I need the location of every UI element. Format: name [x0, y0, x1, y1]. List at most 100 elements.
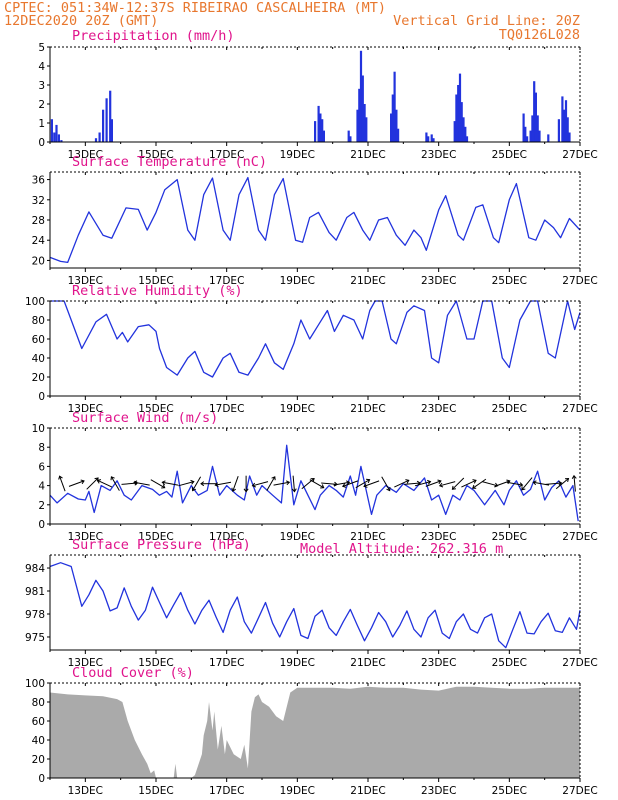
wind-arrow: [355, 478, 371, 489]
precip-bar: [317, 105, 320, 142]
y-tick-label: 100: [25, 678, 45, 690]
x-tick-label: 23DEC: [421, 531, 456, 543]
precip-bar: [566, 117, 569, 142]
x-tick-label: 23DEC: [421, 275, 456, 287]
y-tick-label: 4: [38, 61, 45, 73]
precip-bar: [462, 117, 465, 142]
wind-arrow: [394, 479, 410, 488]
x-tick-label: 25DEC: [492, 785, 527, 797]
x-tick-label: 23DEC: [421, 403, 456, 415]
y-tick-label: 984: [25, 563, 45, 575]
wind-arrow: [461, 479, 477, 488]
x-tick-label: 19DEC: [280, 657, 315, 669]
x-tick-label: 21DEC: [350, 657, 385, 669]
y-tick-label: 3: [38, 80, 45, 92]
x-tick-label: 21DEC: [350, 403, 385, 415]
y-tick-label: 981: [25, 586, 45, 598]
y-tick-label: 978: [25, 609, 45, 621]
y-tick-label: 6: [38, 461, 45, 473]
precip-bar: [564, 100, 568, 142]
series-line: [50, 300, 581, 378]
x-tick-label: 15DEC: [138, 531, 173, 543]
x-tick-label: 19DEC: [280, 149, 315, 161]
x-tick-label: 15DEC: [138, 657, 173, 669]
y-tick-label: 80: [32, 315, 45, 327]
panel-4: Surface Wind (m/s) 0 2 4 6 8 10 13DEC 15DEC 17DEC…: [32, 410, 598, 543]
x-tick-label: 21DEC: [350, 275, 385, 287]
y-tick-label: 40: [32, 735, 45, 747]
x-tick-label: 25DEC: [492, 657, 527, 669]
precip-bar: [358, 88, 361, 142]
x-tick-label: 21DEC: [350, 785, 385, 797]
precip-bar: [349, 136, 352, 142]
wind-arrow: [363, 480, 380, 488]
y-tick-label: 1: [38, 118, 45, 130]
precip-bar: [557, 119, 560, 142]
grid-note: Vertical Grid Line: 20Z: [393, 13, 580, 29]
x-tick-label: 17DEC: [209, 275, 244, 287]
wind-arrow: [110, 476, 120, 491]
y-tick-label: 100: [25, 296, 45, 308]
wind-arrow: [555, 477, 570, 490]
precip-bar: [561, 96, 564, 142]
precip-bar: [568, 132, 571, 142]
x-tick-label: 15DEC: [138, 785, 173, 797]
panel-title: Cloud Cover (%): [72, 665, 194, 681]
precip-bar: [55, 124, 58, 142]
precip-bar: [547, 134, 550, 142]
wind-arrow: [133, 480, 150, 486]
precip-bar: [465, 136, 469, 142]
precip-bar: [50, 119, 53, 142]
precip-bar: [430, 134, 433, 142]
model-code: TQ0126L028: [499, 27, 580, 43]
precip-bar: [534, 92, 537, 142]
x-tick-label: 15DEC: [138, 275, 173, 287]
wind-arrow: [309, 479, 325, 489]
wind-arrow: [251, 481, 269, 488]
panel-2: Surface Temperature (nC) 20 24 28 32 36 13DEC 1…: [32, 154, 598, 287]
y-tick-label: 40: [32, 353, 45, 365]
x-tick-label: 25DEC: [492, 403, 527, 415]
precip-bar: [533, 81, 536, 142]
precip-bar: [60, 140, 63, 142]
x-tick-label: 13DEC: [68, 275, 103, 287]
panel-title: Relative Humidity (%): [72, 283, 243, 299]
x-tick-label: 23DEC: [421, 149, 456, 161]
x-tick-label: 27DEC: [562, 275, 597, 287]
precip-bar: [391, 94, 394, 142]
y-tick-label: 36: [32, 175, 46, 187]
precip-bar: [526, 136, 529, 142]
wind-arrow: [68, 479, 85, 487]
x-tick-label: 27DEC: [562, 531, 597, 543]
precip-bar: [536, 115, 539, 142]
wind-arrow: [178, 479, 195, 487]
x-tick-label: 19DEC: [280, 531, 315, 543]
precip-bar: [347, 130, 350, 142]
x-tick-label: 17DEC: [209, 403, 244, 415]
panel-title: Surface Pressure (hPa): [72, 537, 251, 553]
x-tick-label: 15DEC: [138, 149, 173, 161]
panel-title: Precipitation (mm/h): [72, 28, 235, 44]
wind-arrow: [273, 480, 291, 486]
y-tick-label: 0: [38, 773, 45, 785]
wind-arrow: [571, 474, 577, 492]
y-tick-label: 5: [38, 42, 45, 54]
wind-arrow: [301, 477, 315, 490]
panel-5: Surface Pressure (hPa) 975 978 981 984 13DEC 1…: [25, 537, 598, 669]
y-tick-label: 32: [32, 195, 45, 207]
precip-bar: [53, 132, 56, 142]
x-tick-label: 19DEC: [280, 275, 315, 287]
wind-arrow: [451, 477, 465, 490]
x-tick-label: 13DEC: [68, 531, 103, 543]
wind-arrow: [86, 477, 99, 490]
x-tick-label: 13DEC: [68, 785, 103, 797]
precip-bar: [464, 126, 467, 142]
x-tick-label: 13DEC: [68, 657, 103, 669]
wind-arrow: [333, 480, 351, 486]
series-line: [49, 176, 581, 264]
y-tick-label: 975: [25, 632, 45, 644]
series-line: [49, 562, 581, 649]
panel-6: Cloud Cover (%) 0 20 40 60 80 100 13DEC 15DEC 17D…: [25, 665, 598, 797]
panel-title: Surface Wind (m/s): [72, 410, 218, 426]
y-tick-label: 20: [32, 754, 45, 766]
